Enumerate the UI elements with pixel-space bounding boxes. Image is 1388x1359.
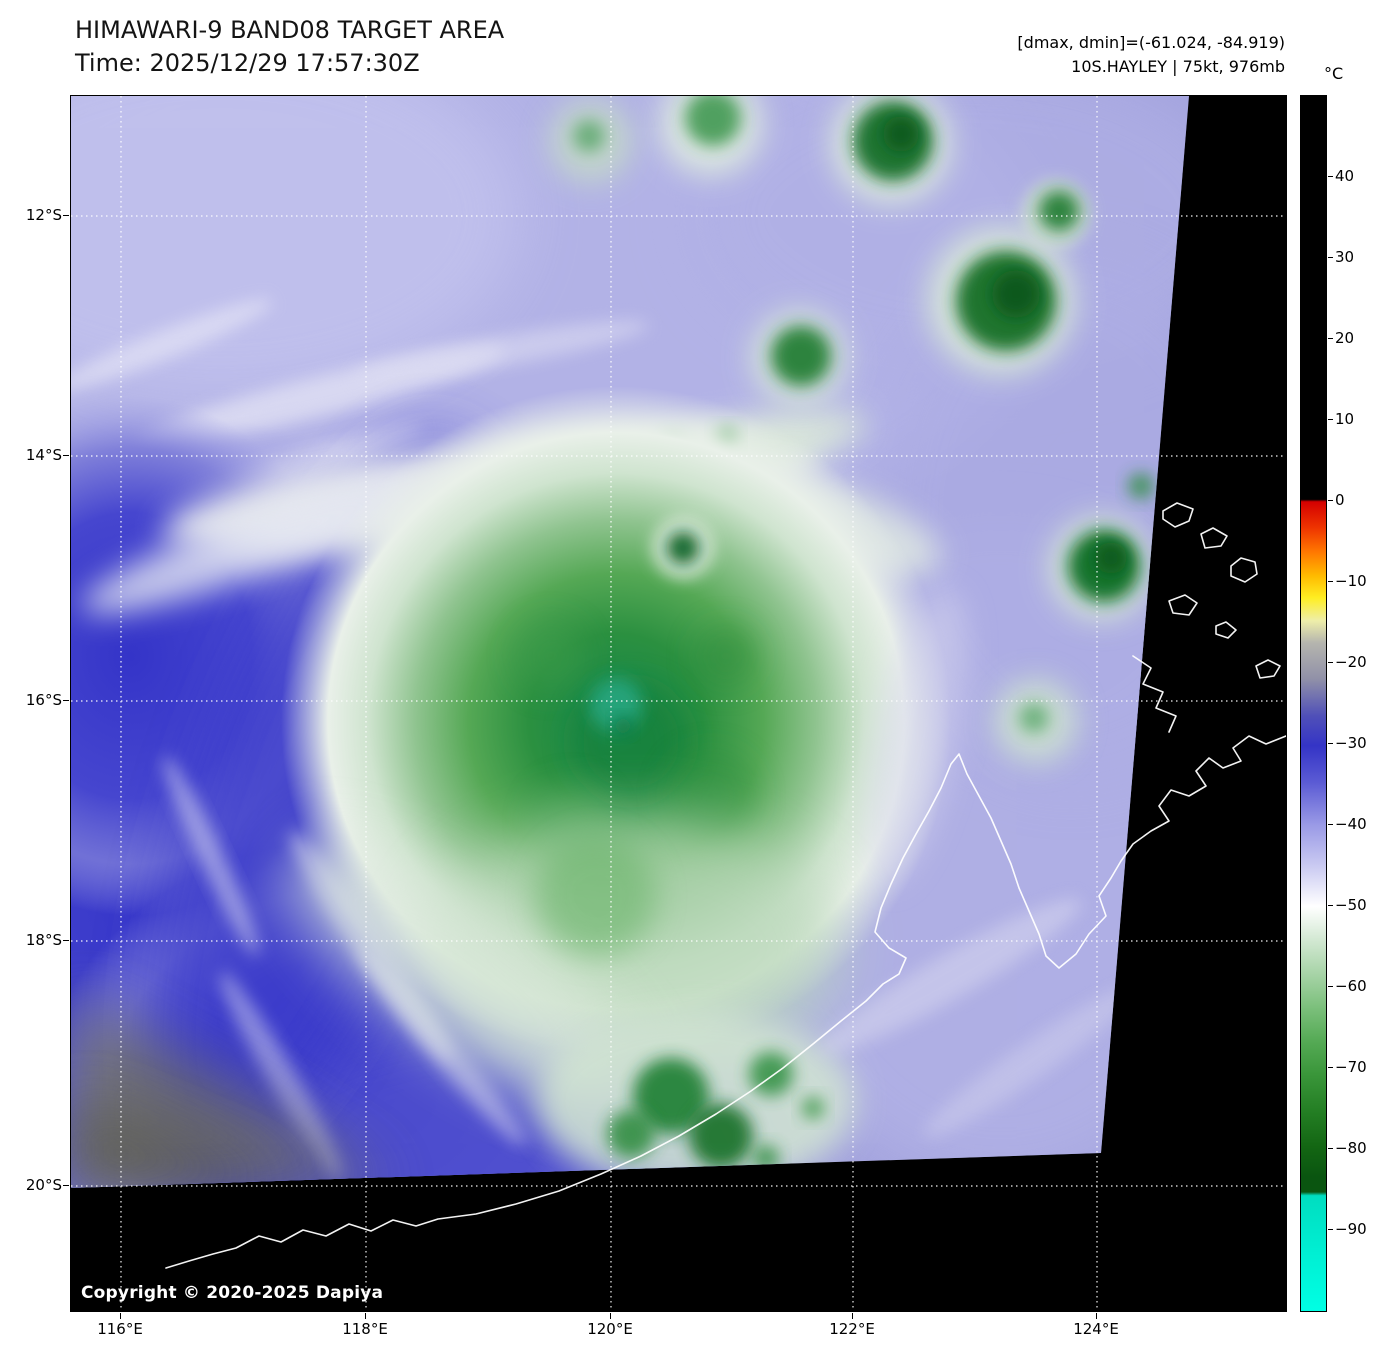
- dmax-dmin-label: [dmax, dmin]=(-61.024, -84.919): [1017, 33, 1285, 52]
- y-tick-label: 18°S: [25, 931, 62, 949]
- y-tick-label: 12°S: [25, 206, 62, 224]
- colorbar-tick-label: −30: [1335, 734, 1367, 752]
- colorbar-tick-mark: [1328, 743, 1333, 744]
- figure-title: HIMAWARI-9 BAND08 TARGET AREA: [75, 16, 505, 44]
- colorbar-gradient: [1301, 96, 1326, 1311]
- colorbar-tick-mark: [1328, 1229, 1333, 1230]
- x-tick-label: 120°E: [587, 1320, 633, 1338]
- colorbar-tick-label: 20: [1335, 329, 1355, 347]
- y-tick-label: 20°S: [25, 1176, 62, 1194]
- colorbar-tick-mark: [1328, 824, 1333, 825]
- colorbar-tick-mark: [1328, 1148, 1333, 1149]
- colorbar-tick-label: 40: [1335, 167, 1355, 185]
- storm-info: 10S.HAYLEY | 75kt, 976mb: [1071, 57, 1285, 76]
- x-tick-mark: [365, 1313, 366, 1319]
- y-tick-mark: [63, 1185, 69, 1186]
- y-tick-mark: [63, 700, 69, 701]
- colorbar-tick-label: −80: [1335, 1139, 1367, 1157]
- copyright-label: Copyright © 2020-2025 Dapiya: [81, 1283, 384, 1303]
- satellite-image: [71, 96, 1286, 1311]
- colorbar-tick-label: −40: [1335, 815, 1367, 833]
- coastline: [165, 502, 1286, 1269]
- colorbar-tick-mark: [1328, 1067, 1333, 1068]
- colorbar-tick-label: −20: [1335, 653, 1367, 671]
- colorbar-tick-mark: [1328, 176, 1333, 177]
- x-tick-mark: [120, 1313, 121, 1319]
- colorbar-tick-label: −70: [1335, 1058, 1367, 1076]
- x-tick-mark: [610, 1313, 611, 1319]
- y-tick-mark: [63, 940, 69, 941]
- y-tick-mark: [63, 215, 69, 216]
- colorbar-tick-mark: [1328, 419, 1333, 420]
- colorbar-tick-label: 10: [1335, 410, 1355, 428]
- colorbar-tick-mark: [1328, 581, 1333, 582]
- colorbar-unit: °C: [1324, 64, 1344, 83]
- colorbar-tick-label: −60: [1335, 977, 1367, 995]
- colorbar-tick-mark: [1328, 338, 1333, 339]
- colorbar-tick-mark: [1328, 257, 1333, 258]
- colorbar-tick-label: 0: [1335, 491, 1345, 509]
- colorbar-tick-label: −90: [1335, 1220, 1367, 1238]
- y-tick-mark: [63, 455, 69, 456]
- colorbar: [1300, 95, 1327, 1312]
- x-tick-mark: [1096, 1313, 1097, 1319]
- x-tick-label: 116°E: [97, 1320, 143, 1338]
- colorbar-tick-label: −50: [1335, 896, 1367, 914]
- x-tick-label: 122°E: [829, 1320, 875, 1338]
- colorbar-tick-mark: [1328, 986, 1333, 987]
- y-tick-label: 14°S: [25, 446, 62, 464]
- colorbar-tick-mark: [1328, 905, 1333, 906]
- map-plot-area: Copyright © 2020-2025 Dapiya: [70, 95, 1287, 1312]
- x-tick-mark: [852, 1313, 853, 1319]
- colorbar-tick-mark: [1328, 500, 1333, 501]
- y-tick-label: 16°S: [25, 691, 62, 709]
- colorbar-tick-mark: [1328, 662, 1333, 663]
- x-tick-label: 124°E: [1073, 1320, 1119, 1338]
- colorbar-tick-label: −10: [1335, 572, 1367, 590]
- colorbar-tick-label: 30: [1335, 248, 1355, 266]
- x-tick-label: 118°E: [342, 1320, 388, 1338]
- figure-time: Time: 2025/12/29 17:57:30Z: [75, 49, 420, 77]
